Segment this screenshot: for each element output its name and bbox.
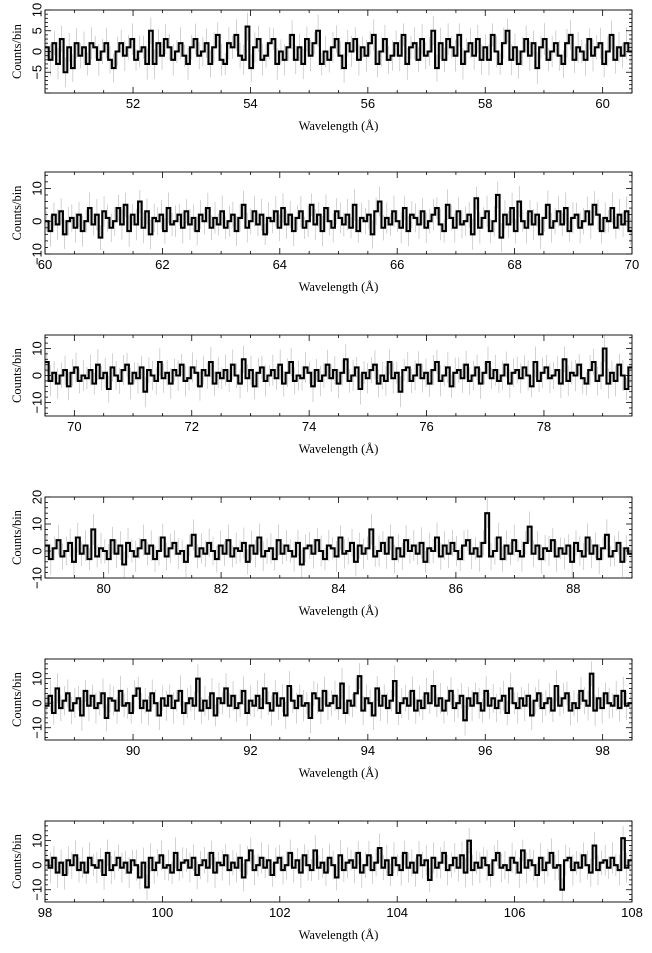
error-bars	[46, 661, 631, 736]
error-bars	[46, 335, 631, 408]
y-tick-label: 10	[30, 3, 45, 17]
x-tick-label: 66	[390, 257, 404, 272]
x-tick-label: 96	[478, 743, 492, 758]
y-tick-label: −10	[30, 567, 45, 589]
x-tick-label: 74	[302, 419, 316, 434]
x-tick-label: 94	[361, 743, 375, 758]
spectrum-line	[45, 837, 632, 891]
x-tick-label: 102	[269, 905, 291, 920]
y-tick-label: 10	[30, 833, 45, 847]
x-axis-label: Wavelength (Å)	[299, 604, 379, 618]
spectrum-line	[45, 347, 632, 393]
x-tick-label: 70	[67, 419, 81, 434]
x-tick-label: 76	[419, 419, 433, 434]
panel-2: 60 62 64 66 68 70 −10 0 10 Wavelength (Å) Counts/b…	[10, 171, 639, 294]
spectrum-line	[45, 672, 632, 722]
x-tick-label: 78	[537, 419, 551, 434]
panel-5: 90 92 94 96 98 −10 0 10 Wavelength (Å) Counts/bin	[10, 658, 633, 780]
spectrum-line	[45, 25, 632, 74]
x-tick-label: 64	[273, 257, 287, 272]
x-tick-label: 58	[478, 96, 492, 111]
y-tick-label: 10	[30, 671, 45, 685]
y-tick-label: 0	[30, 48, 45, 55]
x-tick-label: 88	[566, 581, 580, 596]
panel-1-data	[45, 12, 632, 88]
y-axis-label: Counts/bin	[10, 23, 24, 79]
panel-2-data	[45, 181, 632, 253]
x-axis-label: Wavelength (Å)	[299, 766, 379, 780]
x-axis-label: Wavelength (Å)	[299, 119, 379, 133]
spectrum-line	[45, 512, 632, 566]
y-axis-label: Counts/bin	[10, 509, 24, 565]
y-axis-label: Counts/bin	[10, 833, 24, 889]
x-tick-label: 72	[185, 419, 199, 434]
x-tick-label: 108	[621, 905, 643, 920]
x-tick-label: 100	[152, 905, 174, 920]
y-tick-label: 0	[30, 218, 45, 225]
panel-6-data	[45, 825, 632, 902]
x-tick-label: 60	[38, 257, 52, 272]
x-tick-label: 56	[361, 96, 375, 111]
y-axis-label: Counts/bin	[10, 347, 24, 403]
x-tick-label: 82	[214, 581, 228, 596]
x-tick-label: 52	[126, 96, 140, 111]
y-tick-label: −10	[30, 243, 45, 265]
panel-3: 70 72 74 76 78 −10 0 10 Wavelength (Å) Counts/bin	[10, 334, 633, 456]
x-tick-label: 54	[243, 96, 257, 111]
y-tick-label: −5	[30, 65, 45, 80]
x-tick-label: 92	[243, 743, 257, 758]
y-tick-label: 10	[30, 517, 45, 531]
y-tick-label: 0	[30, 700, 45, 707]
y-tick-label: 10	[30, 341, 45, 355]
x-tick-label: 104	[386, 905, 408, 920]
x-tick-label: 60	[595, 96, 609, 111]
y-tick-label: 0	[30, 372, 45, 379]
x-tick-label: 80	[96, 581, 110, 596]
spectrum-line	[45, 193, 632, 239]
x-axis-label: Wavelength (Å)	[299, 280, 379, 294]
y-axis-label: Counts/bin	[10, 185, 24, 241]
y-tick-label: 20	[30, 490, 45, 504]
panel-1: 52 54 56 58 60 −5 0 5 10 Wavelength (Å) Counts/bin	[10, 3, 633, 133]
y-axis-label: Counts/bin	[10, 671, 24, 727]
panel-4: 80 82 84 86 88 −10 0 10 20 Wavelength (Å) Counts/b…	[10, 490, 633, 618]
x-tick-label: 70	[625, 257, 639, 272]
x-tick-label: 98	[38, 905, 52, 920]
x-tick-label: 68	[507, 257, 521, 272]
y-tick-label: −10	[30, 391, 45, 413]
x-axis-label: Wavelength (Å)	[299, 442, 379, 456]
x-tick-label: 90	[126, 743, 140, 758]
y-tick-label: 0	[30, 862, 45, 869]
x-tick-label: 62	[155, 257, 169, 272]
x-axis-label: Wavelength (Å)	[299, 928, 379, 942]
y-tick-label: 5	[30, 27, 45, 34]
y-tick-label: −10	[30, 879, 45, 901]
y-tick-label: 0	[30, 547, 45, 554]
panel-6: 98 100 102 104 106 108 −10 0 10 Wavelength (Å) Cou…	[10, 820, 643, 942]
x-tick-label: 98	[595, 743, 609, 758]
y-tick-label: 10	[30, 181, 45, 195]
x-tick-label: 106	[504, 905, 526, 920]
panel-5-data	[45, 661, 632, 736]
panel-3-data	[45, 335, 632, 408]
x-tick-label: 84	[331, 581, 345, 596]
y-tick-label: −10	[30, 717, 45, 739]
panel-4-data	[45, 498, 632, 578]
x-tick-label: 86	[449, 581, 463, 596]
